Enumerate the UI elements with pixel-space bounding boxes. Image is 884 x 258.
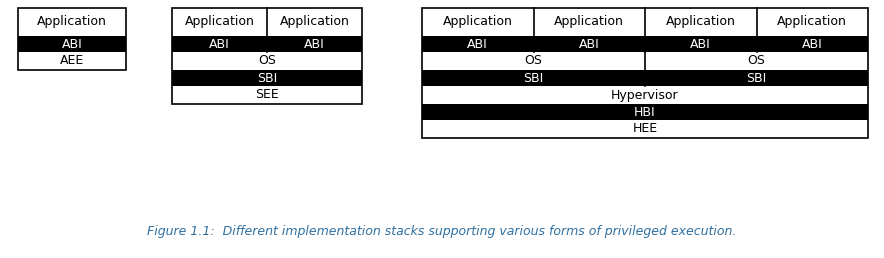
Bar (172, 8, 267, 36)
Text: ABI: ABI (62, 37, 82, 51)
Text: Application: Application (443, 15, 513, 28)
Text: HEE: HEE (632, 123, 658, 135)
Bar (534, 36, 645, 52)
Text: Figure 1.1:  Different implementation stacks supporting various forms of privile: Figure 1.1: Different implementation sta… (148, 225, 736, 238)
Bar (172, 8, 362, 104)
Text: Application: Application (777, 15, 847, 28)
Text: ABI: ABI (802, 37, 823, 51)
Bar (18, 52, 126, 70)
Bar (267, 8, 362, 36)
Bar (645, 52, 868, 70)
Bar (172, 86, 362, 104)
Text: HBI: HBI (634, 106, 656, 118)
Bar (422, 36, 534, 52)
Text: Application: Application (666, 15, 735, 28)
Bar (422, 8, 868, 138)
Bar (18, 8, 126, 36)
Bar (422, 70, 645, 86)
Bar (645, 70, 868, 86)
Text: SBI: SBI (523, 71, 544, 85)
Text: ABI: ABI (468, 37, 488, 51)
Bar (422, 8, 534, 36)
Text: Application: Application (185, 15, 255, 28)
Text: Application: Application (554, 15, 624, 28)
Text: Application: Application (37, 15, 107, 28)
Bar (172, 36, 267, 52)
Text: SEE: SEE (255, 88, 278, 101)
Bar (18, 8, 126, 70)
Bar (757, 8, 868, 36)
Text: Application: Application (279, 15, 349, 28)
Text: ABI: ABI (579, 37, 599, 51)
Text: SBI: SBI (257, 71, 277, 85)
Bar (645, 8, 757, 36)
Bar (534, 8, 645, 36)
Text: OS: OS (258, 54, 276, 68)
Text: ABI: ABI (690, 37, 711, 51)
Bar (422, 104, 868, 120)
Text: ABI: ABI (304, 37, 325, 51)
Text: SBI: SBI (746, 71, 766, 85)
Bar (757, 36, 868, 52)
Text: OS: OS (524, 54, 543, 68)
Bar (172, 70, 362, 86)
Bar (18, 36, 126, 52)
Bar (645, 36, 757, 52)
Bar (172, 52, 362, 70)
Text: ABI: ABI (210, 37, 230, 51)
Bar (422, 120, 868, 138)
Text: OS: OS (748, 54, 766, 68)
Bar (422, 86, 868, 104)
Bar (267, 36, 362, 52)
Bar (422, 52, 645, 70)
Text: AEE: AEE (60, 54, 84, 68)
Text: Hypervisor: Hypervisor (611, 88, 679, 101)
